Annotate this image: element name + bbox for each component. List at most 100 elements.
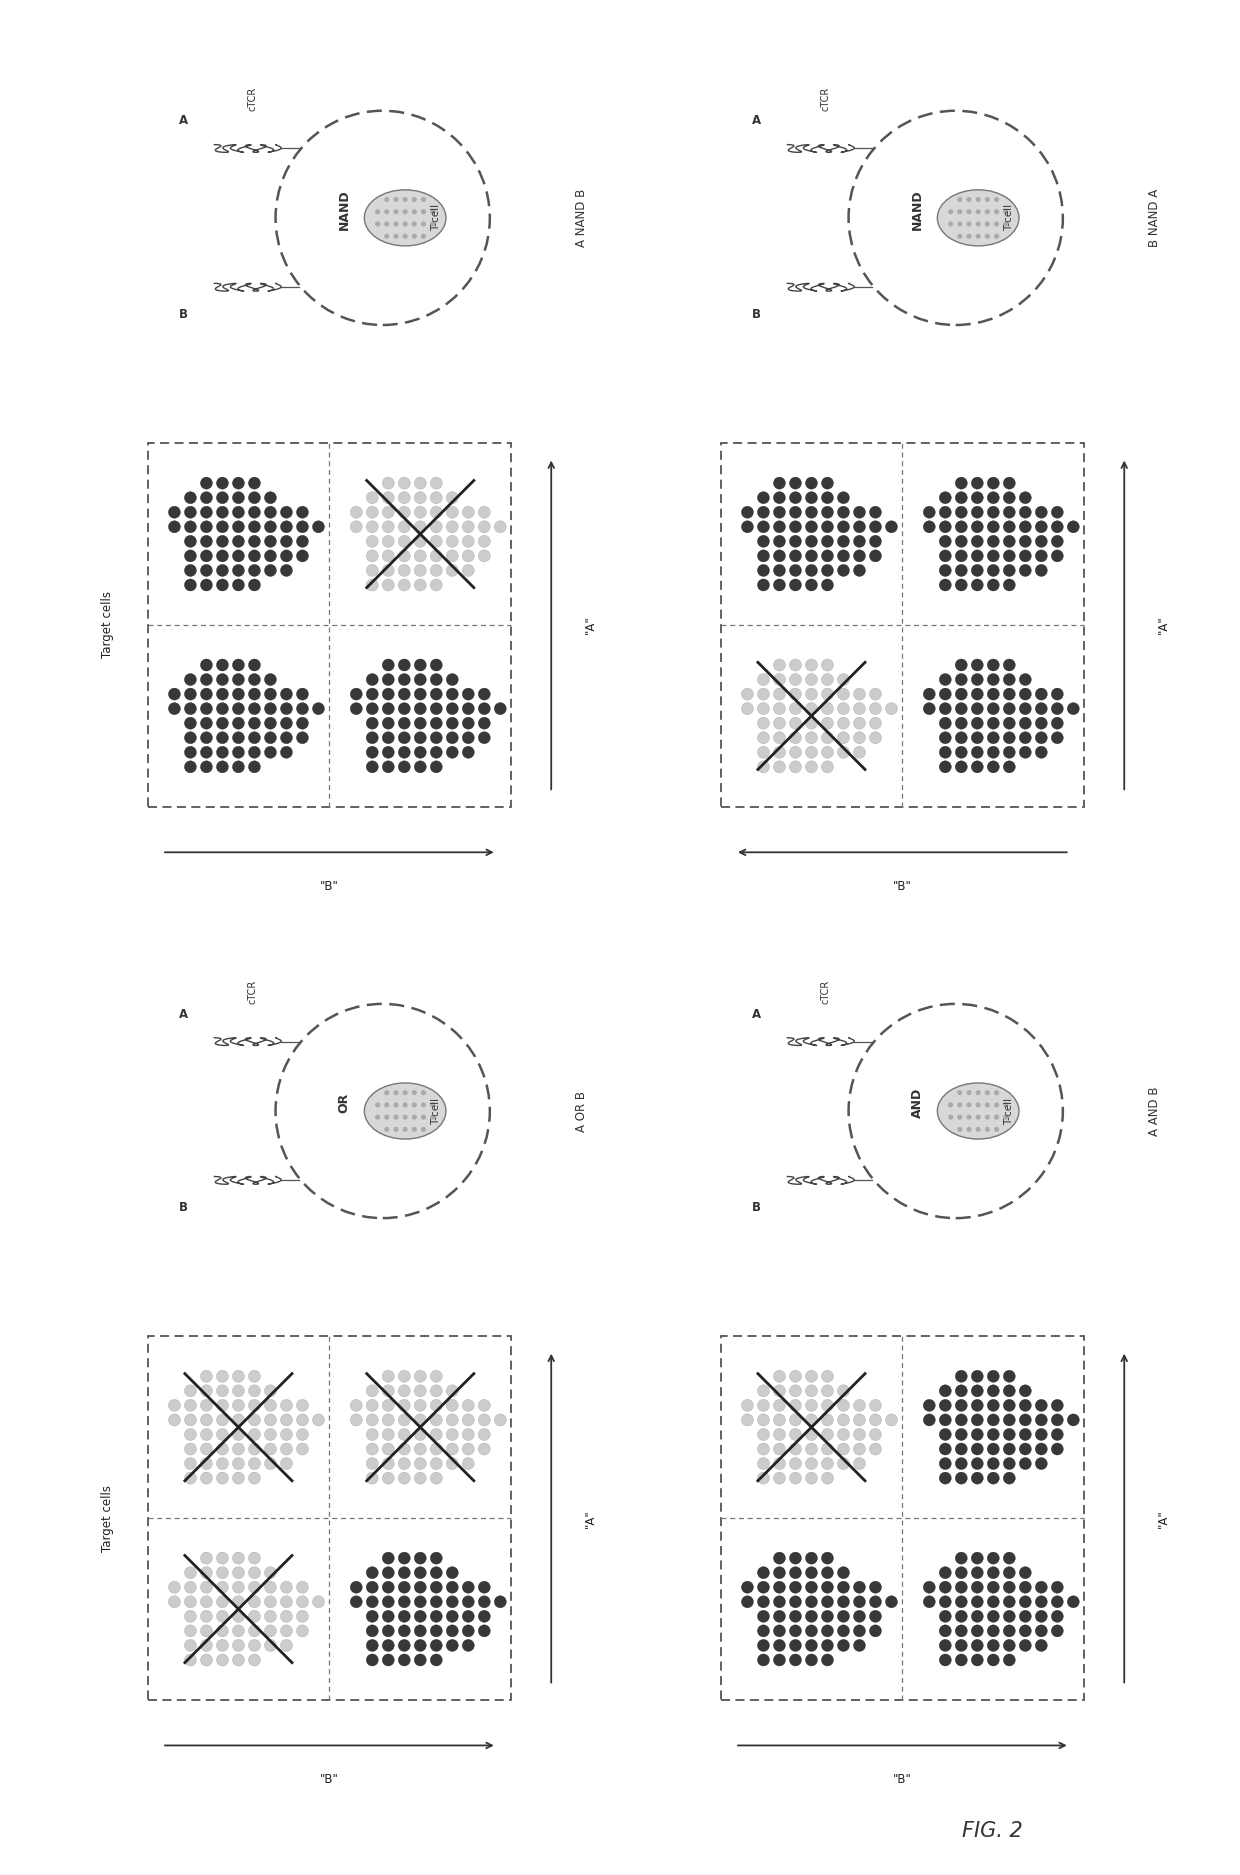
Circle shape [1003,1102,1008,1108]
Circle shape [853,536,866,548]
Circle shape [446,1444,459,1455]
Circle shape [382,1444,394,1455]
Circle shape [463,536,474,548]
Circle shape [185,579,196,591]
Circle shape [232,1596,244,1607]
Circle shape [412,1127,417,1132]
Circle shape [955,688,967,699]
Circle shape [1003,506,1016,518]
Circle shape [924,703,935,714]
Text: T-cell: T-cell [430,1097,440,1125]
Circle shape [987,521,999,532]
Circle shape [248,1414,260,1425]
Text: B: B [753,308,761,321]
Circle shape [774,1429,785,1440]
Circle shape [169,506,180,518]
Circle shape [414,491,427,504]
Circle shape [1019,1399,1032,1412]
Circle shape [248,658,260,671]
Circle shape [430,1371,443,1382]
Circle shape [1035,521,1048,532]
Circle shape [382,1626,394,1637]
Circle shape [414,1457,427,1470]
Circle shape [939,1626,951,1637]
Circle shape [821,1414,833,1425]
Circle shape [248,579,260,591]
Circle shape [869,716,882,729]
Circle shape [412,210,417,214]
Circle shape [217,1552,228,1564]
Circle shape [232,703,244,714]
Text: NAND: NAND [910,189,924,231]
Circle shape [1035,1399,1048,1412]
Circle shape [398,1581,410,1594]
Circle shape [1003,1457,1016,1470]
Circle shape [821,1552,833,1564]
Circle shape [1003,1654,1016,1667]
Circle shape [185,536,196,548]
Circle shape [987,491,999,504]
Circle shape [985,1089,990,1095]
Circle shape [185,1386,196,1397]
Circle shape [758,1414,770,1425]
Circle shape [758,1429,770,1440]
Circle shape [382,1639,394,1652]
Circle shape [264,521,277,532]
Circle shape [217,1654,228,1667]
Circle shape [821,761,833,772]
Circle shape [414,703,427,714]
Circle shape [185,1654,196,1667]
Circle shape [955,1457,967,1470]
Circle shape [280,716,293,729]
Circle shape [248,1399,260,1412]
Circle shape [420,1089,427,1095]
Circle shape [201,703,212,714]
Circle shape [987,716,999,729]
Circle shape [869,521,882,532]
Circle shape [446,1581,459,1594]
Circle shape [479,1611,490,1622]
Circle shape [955,1386,967,1397]
Circle shape [384,221,389,227]
Circle shape [248,1639,260,1652]
Circle shape [430,491,443,504]
Circle shape [248,1626,260,1637]
Circle shape [430,1611,443,1622]
Circle shape [398,536,410,548]
Circle shape [217,1457,228,1470]
Circle shape [403,1127,408,1132]
Circle shape [957,197,962,202]
Circle shape [774,1444,785,1455]
Circle shape [366,703,378,714]
Circle shape [994,1114,999,1119]
Circle shape [924,1596,935,1607]
Circle shape [398,1472,410,1485]
Circle shape [430,658,443,671]
Circle shape [185,716,196,729]
Circle shape [374,1102,381,1108]
Circle shape [955,1626,967,1637]
Circle shape [955,536,967,548]
Circle shape [790,1399,801,1412]
Circle shape [463,1611,474,1622]
Circle shape [806,746,817,758]
Circle shape [758,1611,770,1622]
Circle shape [955,746,967,758]
Circle shape [853,1611,866,1622]
Circle shape [280,506,293,518]
Circle shape [264,506,277,518]
Circle shape [366,688,378,699]
Circle shape [837,746,849,758]
Circle shape [280,1596,293,1607]
Circle shape [217,658,228,671]
Circle shape [821,1457,833,1470]
Circle shape [414,1386,427,1397]
Circle shape [185,673,196,686]
Circle shape [414,1371,427,1382]
Circle shape [479,1429,490,1440]
Text: "A": "A" [1157,615,1171,634]
Circle shape [398,1639,410,1652]
Circle shape [382,1371,394,1382]
Circle shape [366,549,378,562]
Circle shape [1003,476,1016,489]
